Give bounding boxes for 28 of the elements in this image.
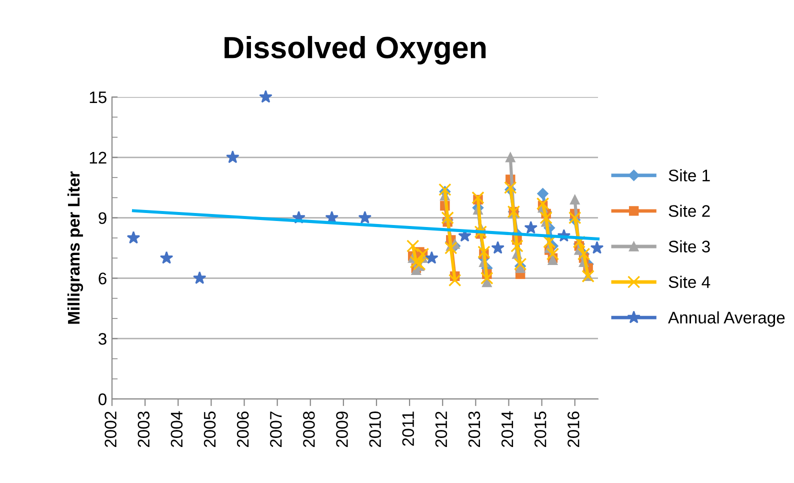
x-tick-label: 2006 [236, 412, 249, 448]
y-tick-label: 15 [90, 92, 106, 104]
y-tick-label: 0 [98, 393, 106, 406]
x-tick-label: 2013 [468, 412, 480, 448]
x-tick-label: 2012 [435, 412, 448, 448]
legend-label: Annual Average [668, 311, 785, 327]
x-tick-label: 2003 [138, 412, 150, 448]
x-tick-label: 2014 [501, 411, 514, 448]
x-tick-label: 2008 [303, 412, 315, 448]
legend-label: Site 4 [668, 276, 710, 288]
x-tick-label: 2007 [270, 412, 282, 448]
x-tick-label: 2009 [336, 412, 348, 448]
legend-label: Site 3 [668, 240, 710, 252]
y-tick-label: 12 [90, 152, 106, 164]
chart-title: Dissolved Oxygen [224, 36, 486, 65]
x-tick-label: 2004 [170, 411, 183, 448]
x-tick-label: 2011 [402, 412, 414, 446]
x-tick-label: 2010 [369, 411, 381, 448]
y-tick-label: 3 [98, 333, 106, 345]
y-tick-label: 9 [98, 212, 106, 224]
x-tick-label: 2016 [568, 412, 580, 448]
legend-label: Site 1 [668, 169, 710, 182]
x-tick-label: 2005 [204, 412, 216, 448]
x-tick-label: 2015 [534, 412, 546, 448]
x-tick-label: 2002 [104, 412, 116, 448]
y-axis-title: Milligrams per Liter [67, 171, 84, 324]
y-tick-label: 6 [98, 272, 106, 284]
legend-label: Site 2 [668, 204, 710, 217]
